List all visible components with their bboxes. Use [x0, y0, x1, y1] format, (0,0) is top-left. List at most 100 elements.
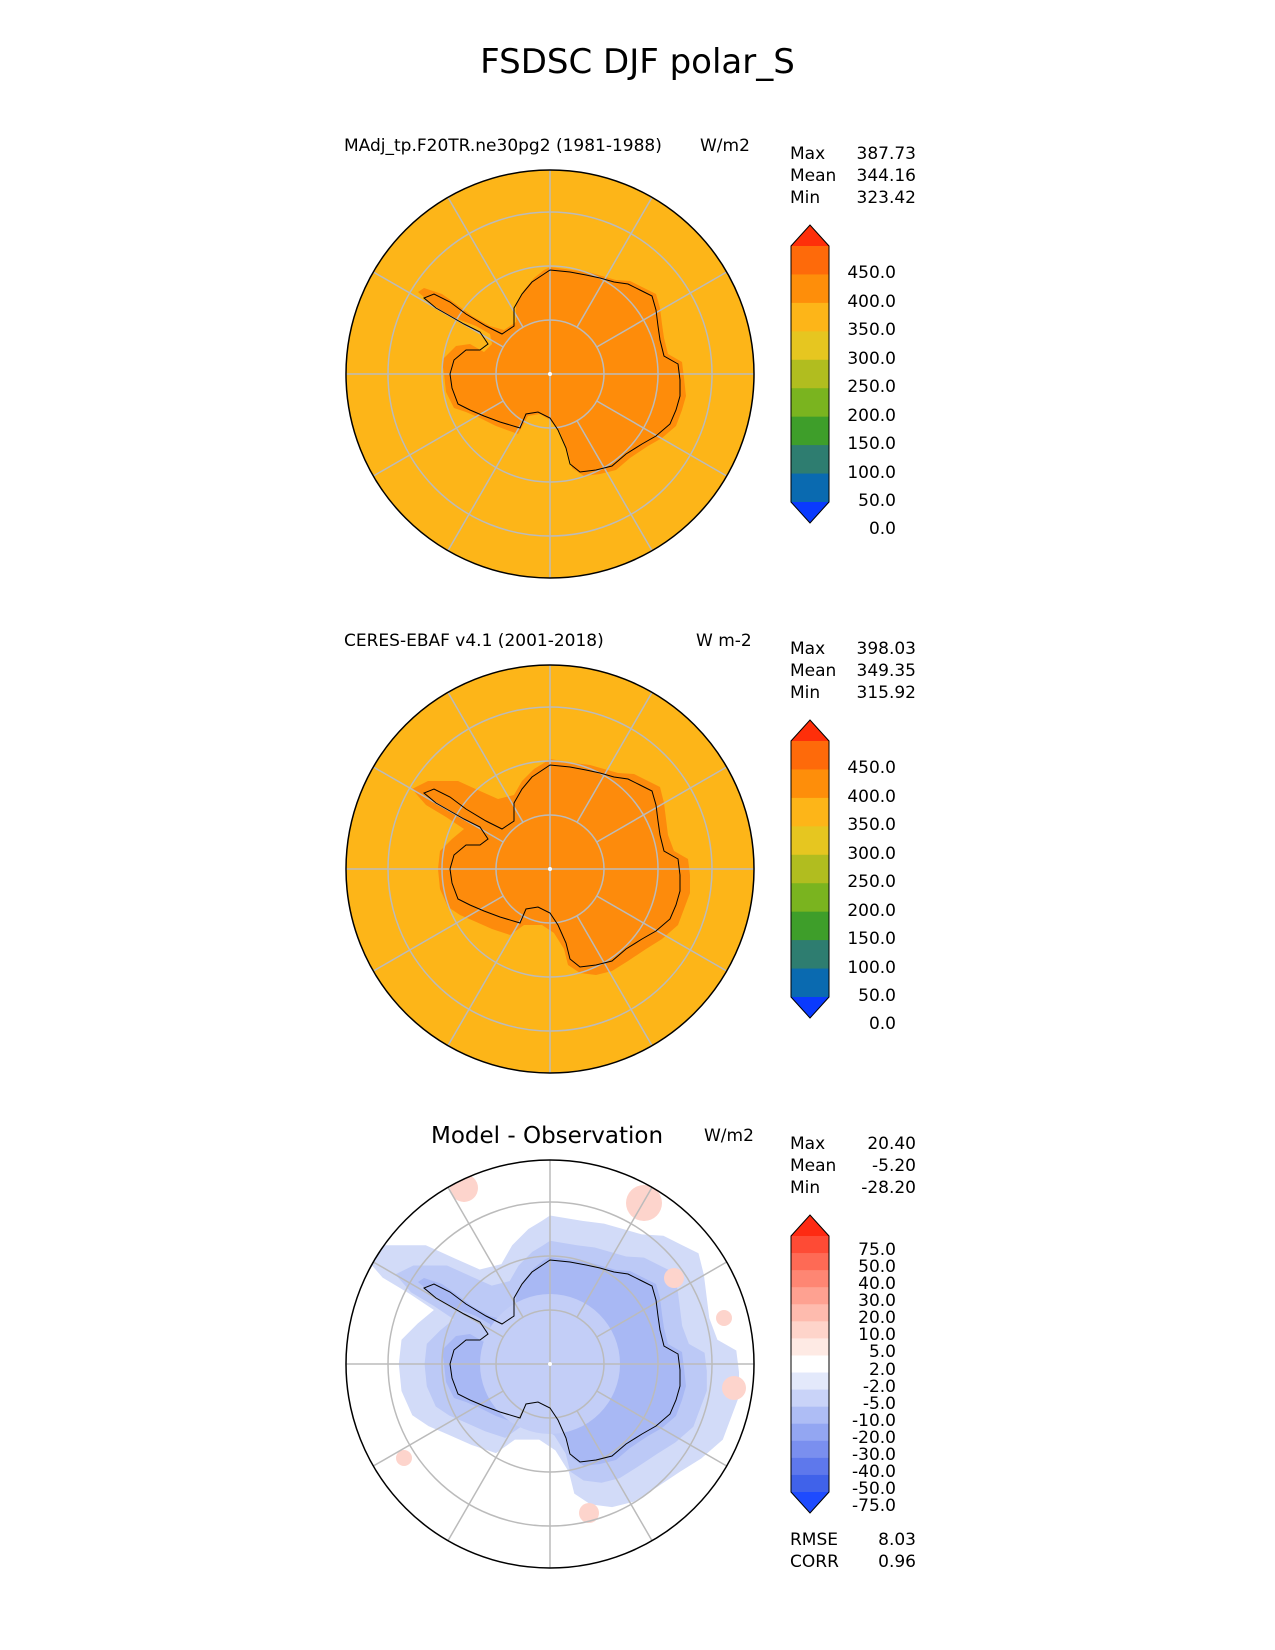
polar-map-observation [345, 664, 755, 1074]
colorbar-tick-label: 10.0 [858, 1325, 896, 1346]
metric-corr-value: 0.96 [878, 1552, 916, 1572]
colorbar-extend-bottom [791, 997, 829, 1018]
main-title: FSDSC DJF polar_S [480, 42, 795, 82]
colorbar-model [790, 224, 830, 524]
map-field [346, 1160, 754, 1586]
colorbar-segment [791, 302, 829, 332]
colorbar-tick-label: 150.0 [847, 434, 896, 455]
colorbar-segment [791, 359, 829, 389]
positive-patch [664, 1268, 684, 1288]
colorbar-segment [791, 274, 829, 304]
colorbar-tick-label: 2.0 [868, 1359, 896, 1380]
colorbar-tick-label: -2.0 [862, 1376, 896, 1397]
stat-min-value: 323.42 [856, 188, 916, 208]
colorbar-segment [791, 1236, 829, 1254]
stat-min-value: -28.20 [861, 1178, 916, 1198]
colorbar-observation [790, 719, 830, 1019]
colorbar-segment [791, 1304, 829, 1322]
meridian-line [576, 1186, 653, 1318]
colorbar-segment [791, 911, 829, 941]
colorbar-segment [791, 388, 829, 418]
colorbar-segment [791, 769, 829, 799]
colorbar-extend-top [791, 225, 829, 246]
ice-sheet-fill [418, 267, 686, 476]
pole-marker [548, 867, 552, 871]
colorbar-tick-label: 250.0 [847, 377, 896, 398]
colorbar-tick-label: 300.0 [847, 843, 896, 864]
meridian-line [596, 1261, 728, 1338]
positive-patch [396, 1450, 412, 1466]
colorbar-tick-label: 150.0 [847, 929, 896, 950]
colorbar-segment [791, 797, 829, 827]
meridian-line [596, 1390, 728, 1467]
panel-left-title: CERES-EBAF v4.1 (2001-2018) [344, 631, 604, 651]
pole-marker [548, 1362, 552, 1366]
colorbar-tick-label: 100.0 [847, 462, 896, 483]
colorbar-extend-top [791, 1215, 829, 1236]
stat-max-label: Max [790, 639, 826, 659]
colorbar-segment [791, 1423, 829, 1442]
panel-model: MAdj_tp.F20TR.ne30pg2 (1981-1988) W/m2 M… [0, 130, 1275, 590]
colorbar-tick-label: -40.0 [852, 1461, 896, 1482]
meridian-line [372, 400, 504, 477]
meridian-line [576, 915, 653, 1047]
colorbar-tick-label: 20.0 [858, 1308, 896, 1329]
stat-max-label: Max [790, 144, 826, 164]
colorbar-tick-label: -50.0 [852, 1479, 896, 1499]
colorbar-outline [790, 224, 830, 524]
metric-rmse-value: 8.03 [878, 1530, 916, 1550]
metric-corr-label: CORR [790, 1552, 839, 1572]
polar-map-model [345, 169, 755, 579]
colorbar-segment [791, 1457, 829, 1476]
colorbar-tick-label: -75.0 [852, 1496, 896, 1517]
meridian-line [596, 895, 728, 972]
colorbar-segment [791, 1321, 829, 1339]
meridian-line [576, 1410, 653, 1542]
stat-min-value: 315.92 [856, 683, 916, 703]
positive-patch [716, 1310, 732, 1326]
meridian-line [596, 271, 728, 348]
meridian-line [447, 691, 524, 823]
colorbar-outline [790, 1214, 830, 1514]
colorbar-tick-label: 200.0 [847, 900, 896, 921]
colorbar-tick-label: 350.0 [847, 320, 896, 341]
meridian-line [447, 915, 524, 1047]
meridian-line [447, 1186, 524, 1318]
colorbar-tick-label: 300.0 [847, 348, 896, 369]
stat-mean-label: Mean [790, 166, 837, 186]
colorbar-segment [791, 1287, 829, 1305]
colorbar-tick-label: 400.0 [847, 291, 896, 312]
colorbar-segment [791, 246, 829, 275]
colorbar-tick-label: 30.0 [858, 1291, 896, 1312]
colorbar-extend-bottom [791, 502, 829, 523]
colorbar-difference [790, 1214, 830, 1514]
colorbar-tick-label: 50.0 [858, 1257, 896, 1278]
colorbar-tick-label: -5.0 [862, 1393, 896, 1414]
colorbar-tick-label: 5.0 [868, 1342, 896, 1363]
colorbar-extend-bottom [791, 1492, 829, 1513]
colorbar-segment [791, 826, 829, 856]
stat-max-label: Max [790, 1134, 826, 1154]
panel-left-title: MAdj_tp.F20TR.ne30pg2 (1981-1988) [344, 136, 662, 156]
meridian-line [576, 420, 653, 552]
panel-difference: Model - Observation W/m2 Max 20.40 Mean … [0, 1120, 1275, 1580]
colorbar-tick-label: 40.0 [858, 1274, 896, 1295]
colorbar-tick-label: 200.0 [847, 405, 896, 426]
colorbar-segment [791, 1253, 829, 1271]
positive-patch [376, 1570, 392, 1586]
colorbar-tick-label: 450.0 [847, 758, 896, 779]
meridian-line [372, 895, 504, 972]
stat-mean-label: Mean [790, 1156, 837, 1176]
colorbar-tick-label: -20.0 [852, 1427, 896, 1448]
colorbar-tick-label: 0.0 [868, 1014, 896, 1035]
stat-min-label: Min [790, 188, 821, 208]
stat-min-label: Min [790, 683, 821, 703]
colorbar-segment [791, 445, 829, 475]
colorbar-segment [791, 416, 829, 446]
colorbar-segment [791, 883, 829, 913]
panel-units: W/m2 [704, 1126, 754, 1146]
map-boundary [345, 664, 755, 1074]
colorbar-segment [791, 940, 829, 970]
colorbar-tick-label: 100.0 [847, 957, 896, 978]
colorbar-segment [791, 331, 829, 361]
